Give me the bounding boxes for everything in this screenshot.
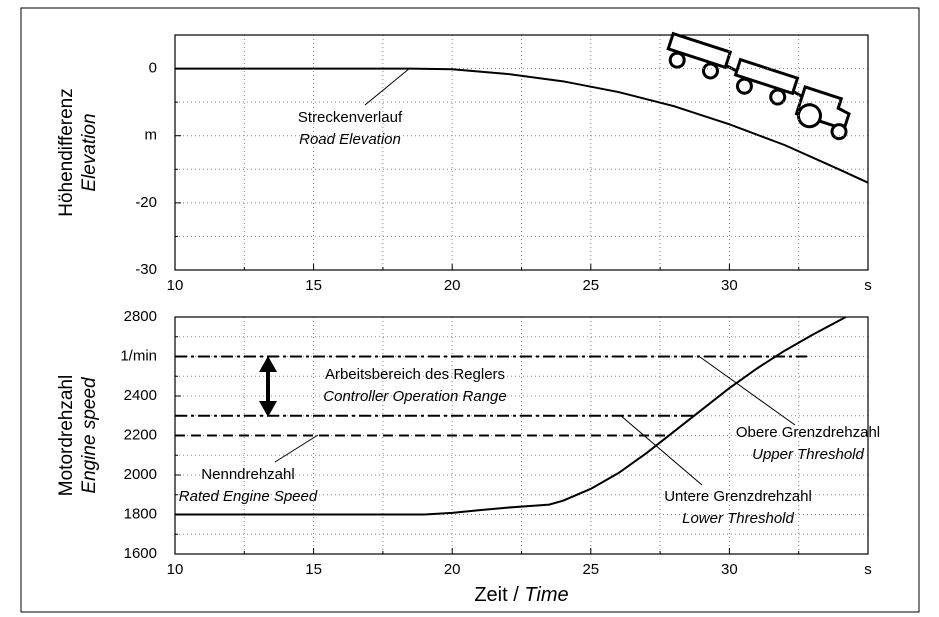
leader-line [274,434,319,463]
x-tick-label: 10 [167,277,184,294]
y-tick-label: m [145,127,158,144]
x-axis-label-en: Time [524,584,568,606]
outer-frame [20,7,920,613]
x-tick-label: 20 [444,561,461,578]
x-tick-label: 15 [305,277,322,294]
y-tick-label: 2200 [124,426,157,443]
annotation: Arbeitsbereich des Reglers [325,366,505,383]
y-tick-label: -20 [135,194,157,211]
x-axis-label-de: Zeit / [474,584,519,606]
annotation-en: Road Elevation [299,131,401,148]
x-axis-label: Zeit / Time [474,584,568,606]
x-tick-label: 15 [305,561,322,578]
annotation: Streckenverlauf [298,109,403,126]
y-tick-label: 1800 [124,505,157,522]
annotation: Untere Grenzdrehzahl [664,488,812,505]
arrow-head [259,401,277,417]
leader-line [699,356,796,426]
x-tick-label: 30 [721,277,738,294]
y-tick-label: 0 [149,60,157,77]
y-tick-label: 1600 [124,545,157,562]
annotation-en: Lower Threshold [682,510,794,527]
x-tick-label: s [864,277,872,294]
y-tick-label: 2800 [124,308,157,325]
annotation: Obere Grenzdrehzahl [736,424,880,441]
plot-frame [174,34,869,271]
y-axis-label-en: Elevation [79,113,100,191]
data-line [175,316,847,516]
y-tick-label: 2400 [124,387,157,404]
y-tick-label: -30 [135,261,157,278]
x-tick-label: s [864,561,872,578]
annotation: Nenndrehzahl [201,466,294,483]
tractor-icon [666,31,851,141]
x-tick-label: 20 [444,277,461,294]
annotation-en: Upper Threshold [752,446,864,463]
leader-line [619,414,703,486]
y-axis-label: Höhendifferenz [56,88,77,217]
data-line [175,67,869,184]
y-axis-label: Motordrehzahl [56,375,77,496]
x-tick-label: 25 [582,277,599,294]
leader-line [364,67,411,106]
annotation-en: Rated Engine Speed [179,488,318,505]
y-axis-label-en: Engine speed [79,376,100,494]
x-tick-label: 25 [582,561,599,578]
y-tick-label: 2000 [124,466,157,483]
annotation-en: Controller Operation Range [323,388,506,405]
y-tick-label: 1/min [120,347,157,364]
x-tick-label: 30 [721,561,738,578]
x-tick-label: 10 [167,561,184,578]
arrow-head [259,356,277,372]
